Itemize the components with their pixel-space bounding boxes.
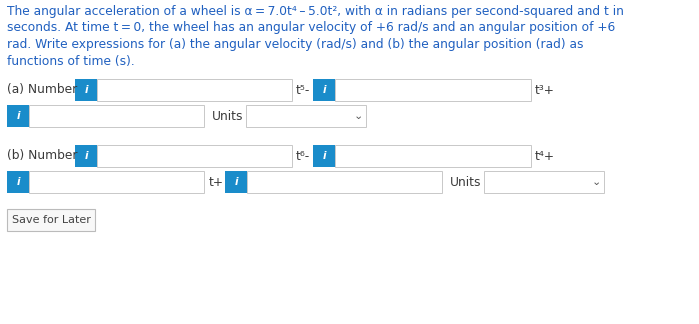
Bar [313, 145, 335, 167]
Text: rad. Write expressions for (a) the angular velocity (rad/s) and (b) the angular : rad. Write expressions for (a) the angul… [7, 38, 584, 51]
Text: (a) Number: (a) Number [7, 84, 78, 97]
Text: t⁶-: t⁶- [296, 149, 310, 163]
Bar [335, 79, 531, 101]
Bar [75, 145, 97, 167]
Text: i: i [16, 111, 20, 121]
Text: Save for Later: Save for Later [12, 215, 90, 225]
Bar [7, 171, 29, 193]
Bar [484, 171, 604, 193]
Text: t⁴+: t⁴+ [535, 149, 555, 163]
Bar [29, 105, 204, 127]
Text: ⌄: ⌄ [353, 111, 363, 121]
Text: i: i [85, 151, 88, 161]
Bar [225, 171, 247, 193]
Text: i: i [16, 177, 20, 187]
Text: t+: t+ [209, 176, 224, 189]
Text: i: i [85, 85, 88, 95]
Text: functions of time (s).: functions of time (s). [7, 54, 135, 67]
Bar [29, 171, 204, 193]
Bar [75, 79, 97, 101]
Bar [247, 171, 442, 193]
Bar [246, 105, 366, 127]
Text: i: i [234, 177, 238, 187]
Text: t³+: t³+ [535, 84, 555, 97]
Bar [7, 105, 29, 127]
Text: i: i [322, 151, 326, 161]
Text: Units: Units [450, 176, 482, 189]
Bar [7, 209, 95, 231]
Text: Units: Units [212, 110, 243, 122]
Text: The angular acceleration of a wheel is α = 7.0t⁴ – 5.0t², with α in radians per : The angular acceleration of a wheel is α… [7, 5, 624, 18]
Bar [97, 145, 292, 167]
Bar [335, 145, 531, 167]
Bar [97, 79, 292, 101]
Text: (b) Number: (b) Number [7, 149, 78, 163]
Text: t⁵-: t⁵- [296, 84, 310, 97]
Bar [313, 79, 335, 101]
Text: ⌄: ⌄ [591, 177, 600, 187]
Text: seconds. At time t = 0, the wheel has an angular velocity of +6 rad/s and an ang: seconds. At time t = 0, the wheel has an… [7, 21, 615, 34]
Text: i: i [322, 85, 326, 95]
